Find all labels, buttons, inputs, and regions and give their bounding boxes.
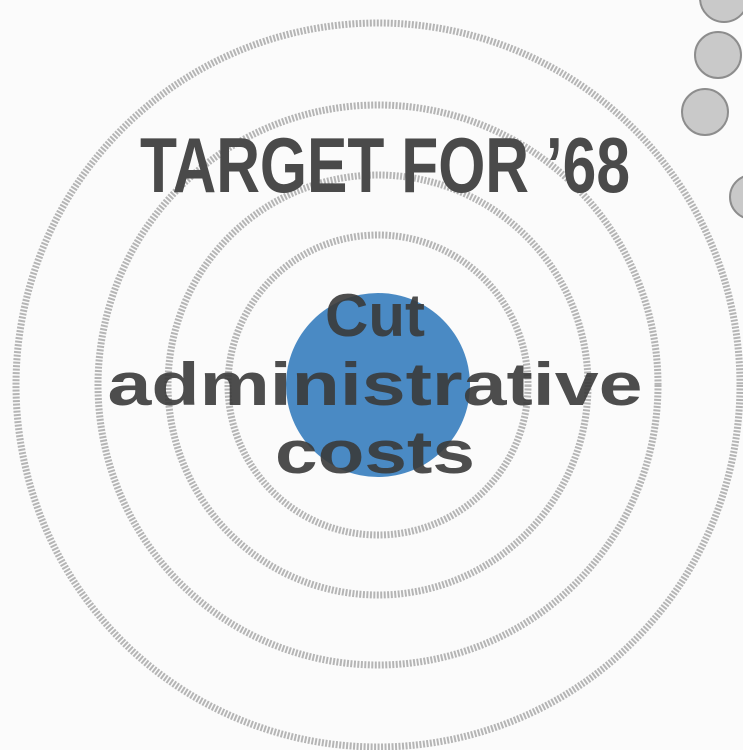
coin — [695, 32, 741, 78]
coin — [682, 89, 728, 135]
poster: TARGET FOR ’68 Cut administrative costs — [0, 0, 743, 750]
message-line: costs — [275, 419, 475, 486]
message-line: administrative — [108, 351, 643, 418]
message-line: Cut — [325, 282, 425, 349]
title: TARGET FOR ’68 — [140, 121, 630, 209]
